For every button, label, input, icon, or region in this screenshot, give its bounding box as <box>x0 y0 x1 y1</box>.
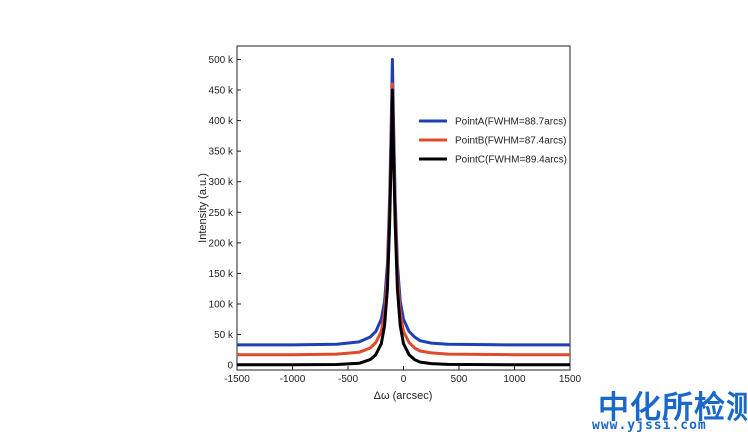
x-tick-label: 1500 <box>559 374 582 385</box>
x-tick-label: -1500 <box>224 374 250 385</box>
watermark-url: www.yjssi.com <box>592 418 707 433</box>
y-tick-label: 300 k <box>209 177 234 188</box>
y-tick-label: 50 k <box>214 330 234 341</box>
legend-label-3: PointC(FWHM=89.4arcs) <box>455 155 567 166</box>
x-tick-label: 0 <box>401 374 407 385</box>
x-tick-label: 500 <box>451 374 468 385</box>
watermark-logo-text: 中化所检测 <box>598 390 748 426</box>
series-line-3 <box>237 88 570 367</box>
y-tick-label: 0 <box>227 361 233 372</box>
y-tick-label: 350 k <box>209 147 234 158</box>
series-line-1 <box>237 57 570 347</box>
y-tick-label: 100 k <box>209 299 234 310</box>
y-tick-label: 450 k <box>209 86 234 97</box>
x-tick-label: -500 <box>338 374 358 385</box>
x-tick-label: 1000 <box>503 374 526 385</box>
legend: PointA(FWHM=88.7arcs) PointB(FWHM=87.4arc… <box>419 117 567 166</box>
x-axis-label: Δω (arcsec) <box>374 390 433 402</box>
y-tick-label: 400 k <box>209 116 234 127</box>
x-tick-label: -1000 <box>280 374 306 385</box>
x-axis: -1500 -1000 -500 0 500 1000 1500 <box>224 366 582 385</box>
y-axis: 0 50 k 100 k 150 k 200 k 250 k 300 k 350 k 400 k… <box>209 55 241 372</box>
plot-lines <box>237 57 570 367</box>
y-tick-label: 200 k <box>209 238 234 249</box>
legend-label-1: PointA(FWHM=88.7arcs) <box>455 117 566 128</box>
y-tick-label: 500 k <box>209 55 234 66</box>
y-tick-label: 150 k <box>209 269 234 280</box>
y-tick-label: 250 k <box>209 208 234 219</box>
legend-label-2: PointB(FWHM=87.4arcs) <box>455 136 566 147</box>
y-axis-label: Intensity (a.u.) <box>197 173 209 243</box>
